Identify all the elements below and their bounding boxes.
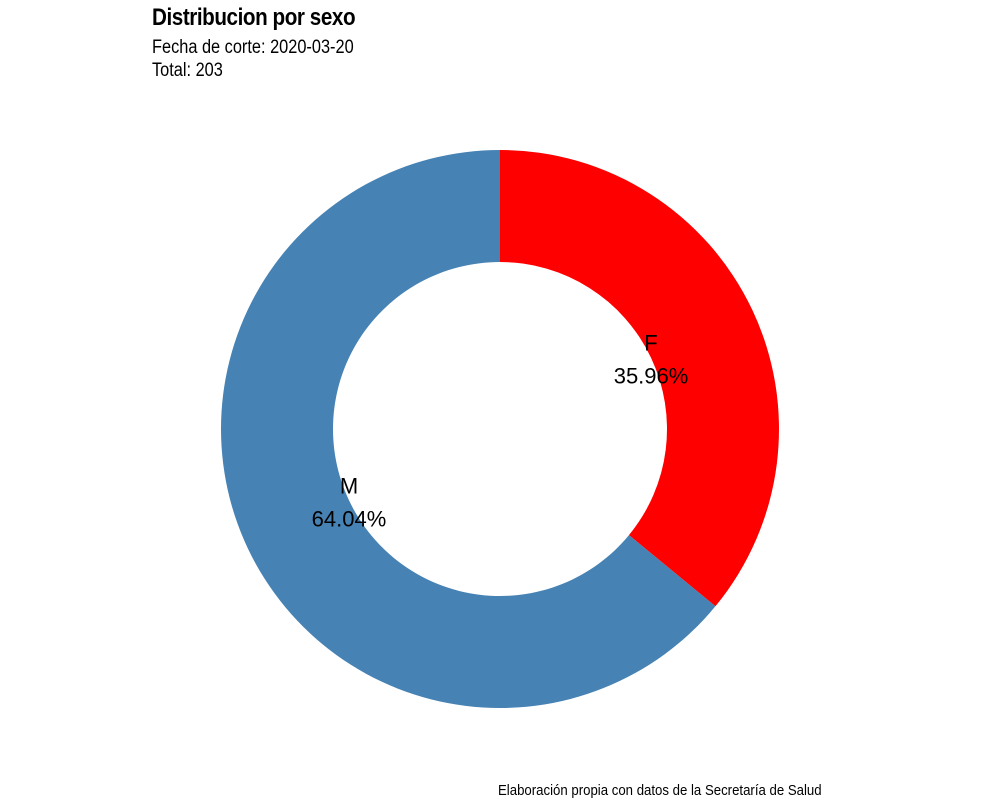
- slice-name-label-m: M: [340, 473, 358, 498]
- donut-slices: [220, 150, 779, 708]
- slice-percent-label-m: 64.04%: [312, 506, 387, 531]
- chart-subtitle-total: Total: 203: [152, 60, 223, 81]
- slice-f: [500, 150, 779, 607]
- slice-name-label-f: F: [644, 331, 657, 356]
- donut-labels: F 35.96% M 64.04%: [312, 331, 689, 532]
- chart-subtitle-date: Fecha de corte: 2020-03-20: [152, 37, 354, 58]
- chart-caption: Elaboración propia con datos de la Secre…: [498, 782, 822, 799]
- slice-m: [220, 150, 716, 708]
- chart-title: Distribucion por sexo: [152, 4, 356, 31]
- slice-percent-label-f: 35.96%: [614, 364, 689, 389]
